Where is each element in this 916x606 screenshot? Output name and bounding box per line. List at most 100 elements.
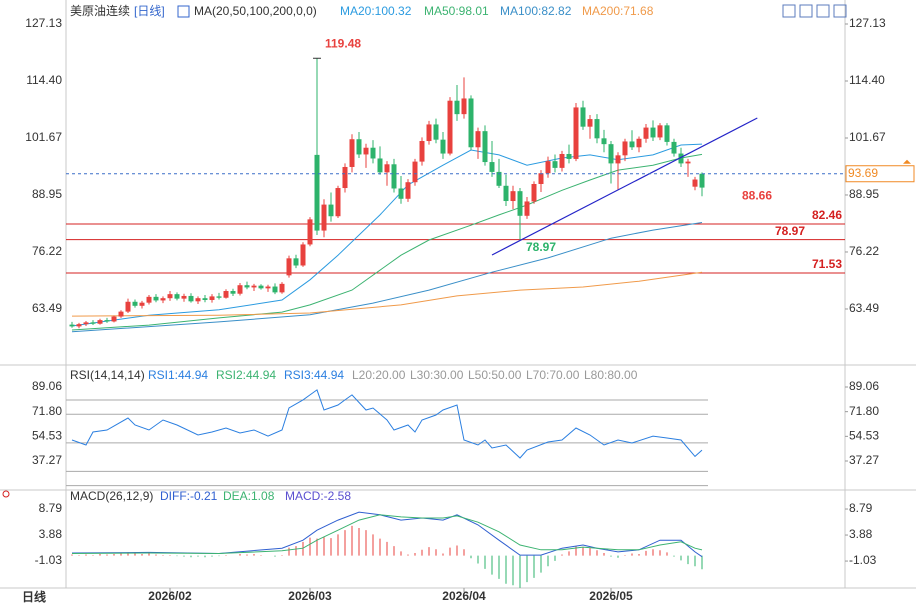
x-tick-label: 2026/04 <box>442 589 486 603</box>
candle-body <box>692 179 698 187</box>
candle-body <box>601 138 607 145</box>
candle-body <box>153 296 159 301</box>
y-tick-label: 101.67 <box>849 130 886 144</box>
level-label: 78.97 <box>775 224 805 238</box>
candle-body <box>538 173 544 184</box>
tool-button[interactable] <box>816 4 830 18</box>
y-tick-label: 3.88 <box>849 527 873 541</box>
legend-entry: MACD:-2.58 <box>285 489 351 503</box>
y-tick-label: 88.95 <box>32 187 62 201</box>
panel-icon <box>2 490 10 498</box>
x-tick-label: 2026/03 <box>288 589 332 603</box>
candle-body <box>125 301 131 312</box>
candle-body <box>496 171 502 186</box>
x-tick-label: 2026/05 <box>589 589 633 603</box>
y-tick-label: 89.06 <box>32 379 62 393</box>
candle-body <box>328 204 334 217</box>
y-tick-label: 37.27 <box>849 453 879 467</box>
candle-body <box>524 201 530 216</box>
candle-body <box>111 316 117 322</box>
legend-entry: L50:50.00 <box>468 368 522 382</box>
candle-body <box>664 125 670 142</box>
candle-body <box>279 283 285 293</box>
tool-button[interactable] <box>799 4 813 18</box>
candle-body <box>559 153 565 168</box>
candle-body <box>132 301 138 306</box>
candle-body <box>531 183 537 202</box>
y-tick-label: 71.80 <box>32 404 62 418</box>
period-tab[interactable]: 日线 <box>22 589 46 604</box>
candle-body <box>426 124 432 142</box>
y-tick-label: 54.53 <box>32 429 62 443</box>
candle-body <box>503 185 509 202</box>
y-tick-label: 76.22 <box>849 244 879 258</box>
tool-button[interactable] <box>782 4 796 18</box>
tool-button[interactable] <box>833 4 847 18</box>
indicator-icon[interactable] <box>177 5 190 18</box>
candle-body <box>76 324 82 327</box>
candle-body <box>405 182 411 199</box>
price-annotation: 88.66 <box>742 188 772 202</box>
legend-entry: MA50:98.01 <box>424 4 489 18</box>
candle-body <box>419 141 425 162</box>
candle-body <box>370 147 376 159</box>
trendline <box>491 117 758 256</box>
candle-body <box>307 219 313 245</box>
y-tick-label: 71.80 <box>849 404 879 418</box>
candle-body <box>454 100 460 115</box>
candle-body <box>475 131 481 148</box>
candle-body <box>321 204 327 231</box>
legend-entry: L80:80.00 <box>584 368 638 382</box>
last-price-label: 93.69 <box>848 166 878 180</box>
candle-body <box>433 124 439 140</box>
macd-title: MACD(26,12,9) <box>70 489 153 503</box>
y-tick-label: 8.79 <box>39 501 63 515</box>
y-tick-label: 3.88 <box>39 527 63 541</box>
ma-line <box>71 271 703 317</box>
candle-body <box>272 286 278 293</box>
candle-body <box>216 296 222 298</box>
candle-body <box>223 291 229 298</box>
candle-body <box>510 191 516 202</box>
instrument: 美原油连续 <box>70 3 130 18</box>
rsi-title: RSI(14,14,14) <box>70 368 145 382</box>
candle-body <box>412 161 418 183</box>
candle-body <box>244 285 250 288</box>
candle-body <box>699 173 705 188</box>
candle-body <box>146 296 152 303</box>
y-tick-label: 76.22 <box>32 244 62 258</box>
candle-body <box>293 258 299 266</box>
y-tick-label: 89.06 <box>849 379 879 393</box>
candle-body <box>615 155 621 164</box>
legend-entry: RSI3:44.94 <box>284 368 344 382</box>
candle-body <box>657 125 663 138</box>
ma-line <box>71 143 703 327</box>
ma-line <box>71 222 703 333</box>
candle-body <box>629 141 635 148</box>
candle-body <box>97 320 103 324</box>
candle-body <box>573 107 579 159</box>
legend-entry: L70:70.00 <box>526 368 580 382</box>
candle-body <box>195 298 201 302</box>
y-tick-label: 114.40 <box>849 73 885 87</box>
period[interactable]: [日线] <box>134 4 165 18</box>
legend-entry: MA100:82.82 <box>500 4 572 18</box>
candle-body <box>90 322 96 324</box>
candle-body <box>237 285 243 294</box>
y-tick-label: -1.03 <box>35 553 63 567</box>
candle-body <box>468 98 474 148</box>
candle-body <box>447 100 453 154</box>
candle-body <box>384 164 390 173</box>
last-price-box <box>845 165 915 183</box>
candle-body <box>608 144 614 164</box>
candle-body <box>545 161 551 174</box>
candle-body <box>440 139 446 154</box>
candle-body <box>104 320 110 322</box>
legend-entry: RSI1:44.94 <box>148 368 208 382</box>
candle-body <box>349 139 355 167</box>
candle-body <box>300 244 306 266</box>
toolbar <box>782 4 847 18</box>
legend-entry: MA20:100.32 <box>340 4 412 18</box>
y-tick-label: 127.13 <box>849 16 886 30</box>
